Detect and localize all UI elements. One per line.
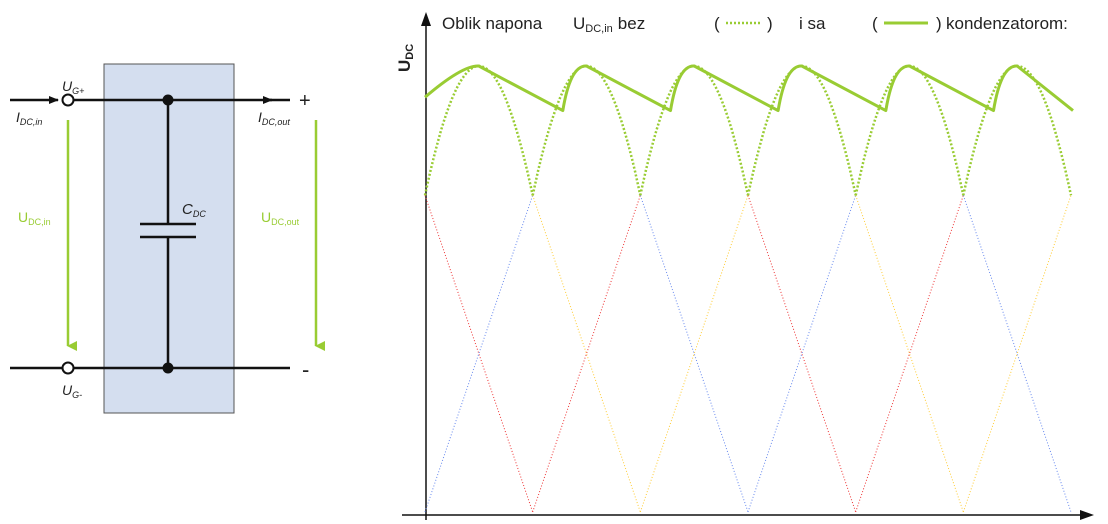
title-kond: kondenzatorom:	[946, 14, 1068, 33]
title-part1: Oblik napona	[442, 14, 543, 33]
label-plus: +	[299, 90, 311, 112]
label-i-in: IDC,in	[16, 109, 42, 127]
label-minus: -	[302, 357, 309, 382]
waveform-chart: UDC Oblik napona UDC,in bez ( ) i sa ( ) …	[395, 12, 1094, 520]
phase-line-falling	[424, 195, 534, 513]
title-close2: )	[936, 14, 942, 33]
title-open2: (	[872, 14, 878, 33]
phase-line-rising	[747, 195, 857, 513]
terminal-top	[61, 93, 75, 107]
label-u-out: UDC,out	[261, 209, 300, 227]
x-axis-arrowhead	[1080, 510, 1094, 520]
chart-lines	[423, 64, 1074, 513]
title-close1: )	[767, 14, 773, 33]
label-ug-plus: UG+	[62, 78, 84, 96]
title-open1: (	[714, 14, 720, 33]
terminal-bottom	[61, 361, 75, 375]
label-i-out: IDC,out	[258, 109, 290, 127]
phase-line-falling	[532, 195, 641, 513]
label-u-in: UDC,in	[18, 209, 51, 227]
y-axis-label: UDC	[395, 44, 416, 72]
circuit-diagram: UG+ UG- IDC,in IDC,out UDC,in UDC,out CD…	[10, 63, 325, 414]
title-bez: bez	[618, 14, 645, 33]
phase-line-falling	[855, 195, 964, 513]
phase-line-falling	[639, 195, 749, 513]
filtered-voltage-line	[424, 64, 1074, 113]
label-c-dc: CDC	[182, 201, 206, 219]
rectified-pulse	[962, 64, 1073, 196]
phase-line-rising	[532, 195, 641, 513]
label-ug-minus: UG-	[62, 382, 82, 400]
y-axis-arrowhead	[421, 12, 431, 26]
phase-line-falling	[747, 195, 857, 513]
phase-line-rising	[962, 195, 1072, 513]
title-i-sa: i sa	[799, 14, 826, 33]
phase-line-rising	[855, 195, 964, 513]
phase-line-rising	[424, 195, 534, 513]
phase-line-rising	[639, 195, 749, 513]
chart-title: Oblik napona UDC,in bez ( ) i sa ( ) kond…	[442, 14, 1068, 35]
title-u: U	[573, 14, 585, 33]
title-u-sub: DC,in	[585, 23, 613, 35]
phase-line-falling	[962, 195, 1072, 513]
